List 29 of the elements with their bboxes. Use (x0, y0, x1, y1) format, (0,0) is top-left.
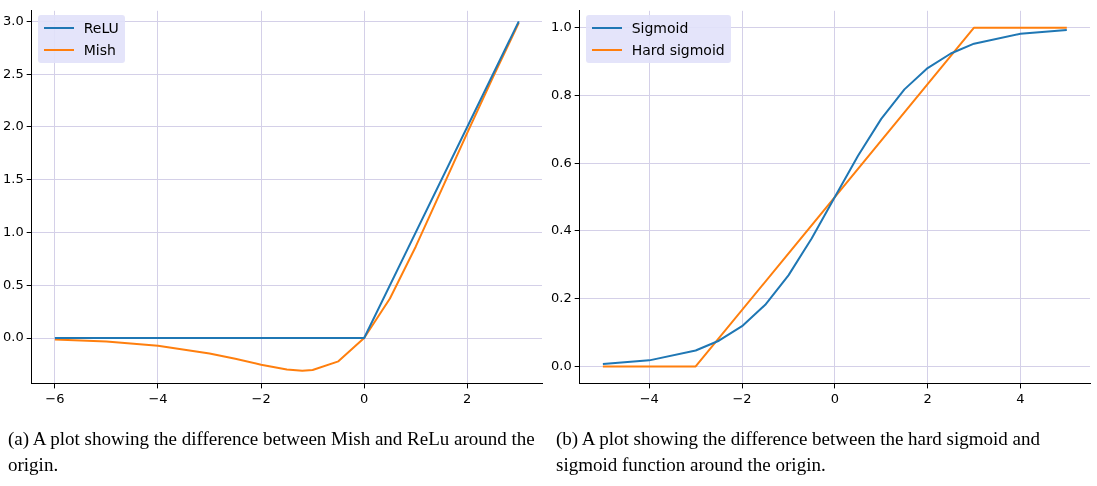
x-tick-label: −2 (732, 390, 752, 406)
y-tick-label: 0.4 (550, 222, 572, 238)
y-tick-label: 2.0 (2, 118, 24, 134)
legend-label: Mish (83, 41, 116, 58)
y-tick-label: 3.0 (2, 12, 24, 28)
x-tick-label: −4 (148, 390, 168, 406)
x-tick-label: 0 (360, 390, 369, 406)
y-tick-label: 0.6 (550, 154, 572, 170)
x-tick-label: −6 (45, 390, 65, 406)
text: (b) A plot showing the difference between the hard sigmoid and sigmoid function around the origin. (555, 427, 1042, 477)
legend-label: Sigmoid (631, 19, 689, 36)
x-tick-label: −2 (251, 390, 271, 406)
y-tick-label: 1.5 (2, 171, 24, 187)
x-tick-label: 2 (463, 390, 472, 406)
x-tick-label: 4 (1016, 390, 1025, 406)
y-tick-label: 0.2 (550, 290, 572, 306)
legend-label: Hard sigmoid (631, 41, 725, 58)
y-tick-label: 2.5 (2, 65, 24, 81)
y-tick-label: 0.0 (2, 329, 24, 345)
legend-label: ReLU (83, 19, 119, 36)
x-tick-label: −4 (639, 390, 659, 406)
y-tick-label: 0.8 (550, 86, 572, 102)
x-tick-label: 2 (923, 390, 932, 406)
y-tick-label: 0.5 (2, 276, 24, 292)
x-tick-label: 0 (830, 390, 839, 406)
y-tick-label: 1.0 (2, 223, 24, 239)
y-tick-label: 0.0 (550, 357, 572, 373)
y-tick-label: 1.0 (550, 19, 572, 35)
text: (a) A plot showing the difference between Mish and ReLu around the origin. (7, 427, 536, 477)
